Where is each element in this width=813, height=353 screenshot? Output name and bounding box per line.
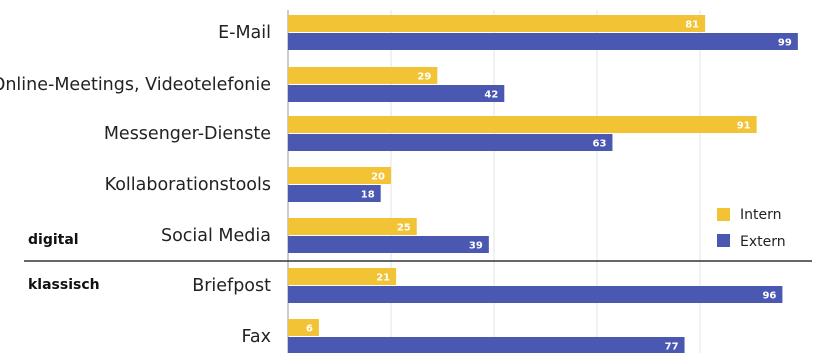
legend-swatch-intern <box>717 208 730 221</box>
category-label-kollaborationstools: Kollaborationstools <box>105 175 271 195</box>
category-label-e-mail: E-Mail <box>218 23 271 43</box>
bar-intern-kollaborationstools <box>288 167 391 184</box>
value-label-intern-kollaborationstools: 20 <box>371 172 385 183</box>
value-label-extern-online-meetings-videotelefonie: 42 <box>484 90 498 101</box>
bar-extern-kollaborationstools <box>288 185 381 202</box>
category-label-online-meetings-videotelefonie: Online-Meetings, Videotelefonie <box>0 75 271 95</box>
category-label-social-media: Social Media <box>161 226 271 246</box>
value-label-intern-briefpost: 21 <box>376 273 390 284</box>
value-label-extern-kollaborationstools: 18 <box>361 190 375 201</box>
group-label-klassisch: klassisch <box>28 277 100 293</box>
bar-intern-e-mail <box>288 15 706 32</box>
bar-extern-fax <box>288 337 685 353</box>
legend: Intern Extern <box>717 207 786 250</box>
bar-intern-messenger-dienste <box>288 116 757 133</box>
bar-extern-online-meetings-videotelefonie <box>288 85 505 102</box>
bar-intern-fax <box>288 319 319 336</box>
category-label-fax: Fax <box>241 327 271 347</box>
value-label-extern-messenger-dienste: 63 <box>593 139 607 150</box>
category-label-messenger-dienste: Messenger-Dienste <box>104 124 271 144</box>
legend-label-extern: Extern <box>740 234 786 250</box>
value-label-extern-fax: 77 <box>665 342 679 353</box>
bar-extern-briefpost <box>288 286 783 303</box>
legend-label-intern: Intern <box>740 207 782 223</box>
category-label-briefpost: Briefpost <box>192 276 271 296</box>
value-label-extern-e-mail: 99 <box>778 38 792 49</box>
value-label-intern-fax: 6 <box>306 324 313 335</box>
value-label-extern-social-media: 39 <box>469 241 483 252</box>
value-label-extern-briefpost: 96 <box>762 291 776 302</box>
value-label-intern-online-meetings-videotelefonie: 29 <box>417 72 431 83</box>
bar-intern-online-meetings-videotelefonie <box>288 67 438 84</box>
bars: 81 99 29 42 91 63 20 18 25 39 21 96 6 77 <box>288 15 798 353</box>
bar-intern-briefpost <box>288 268 397 285</box>
value-label-intern-social-media: 25 <box>397 223 411 234</box>
group-label-digital: digital <box>28 232 79 248</box>
category-labels: E-Mail Online-Meetings, Videotelefonie Mes… <box>0 23 271 347</box>
bar-extern-e-mail <box>288 33 798 50</box>
bar-intern-social-media <box>288 218 417 235</box>
bar-extern-social-media <box>288 236 489 253</box>
bar-extern-messenger-dienste <box>288 134 613 151</box>
value-label-intern-messenger-dienste: 91 <box>737 121 751 132</box>
value-label-intern-e-mail: 81 <box>685 20 699 31</box>
legend-swatch-extern <box>717 234 730 247</box>
